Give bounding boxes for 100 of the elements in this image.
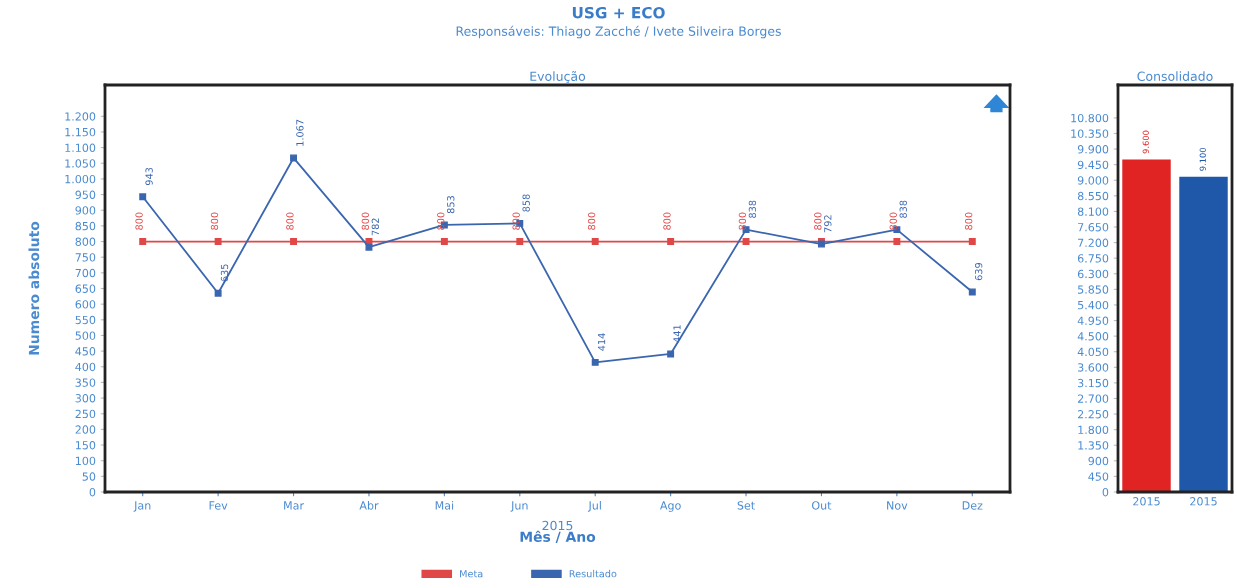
x-tick-label: Out (812, 501, 832, 510)
y-tick-label: 400 (75, 362, 96, 372)
y-tick-label: 1.200 (65, 112, 96, 121)
x-tick-label: 2015 (1133, 497, 1160, 506)
y-tick-label: 9.450 (1077, 160, 1109, 170)
y-tick-label: 700 (75, 268, 96, 278)
data-label: 1.067 (296, 119, 304, 146)
point (139, 238, 147, 246)
data-label: 800 (135, 212, 143, 230)
y-tick-label: 0 (1102, 487, 1109, 497)
y-tick-label: 800 (75, 237, 96, 246)
data-label: 800 (587, 212, 596, 230)
point (290, 238, 298, 246)
data-label: 792 (824, 215, 832, 233)
y-tick-label: 450 (75, 347, 96, 356)
data-label: 635 (220, 264, 229, 282)
text: Evolução (530, 71, 586, 84)
data-label: 800 (286, 212, 294, 230)
data-label: 943 (145, 167, 153, 186)
point (516, 238, 524, 246)
chart-title: USG + ECO (572, 6, 665, 19)
data-label: 800 (738, 212, 747, 230)
point (139, 193, 147, 201)
text: 2015 (542, 520, 573, 531)
data-label: 800 (512, 212, 520, 230)
data-label: 800 (437, 212, 445, 230)
y-tick-label: 9.900 (1077, 145, 1109, 154)
y-tick-label: 250 (75, 409, 96, 419)
y-tick-label: 150 (75, 441, 96, 450)
y-tick-label: 7.200 (1078, 238, 1109, 247)
x-tick-label: Jul (587, 501, 601, 512)
point (365, 243, 373, 251)
y-tick-label: 750 (75, 253, 96, 262)
x-tick-label: Mai (435, 501, 454, 510)
x-tick-label: Ago (659, 501, 681, 512)
data-label: 782 (371, 218, 379, 236)
y-tick-label: 9.000 (1077, 176, 1109, 185)
y-tick-label: 900 (75, 206, 96, 215)
y-tick-label: 500 (75, 331, 96, 340)
data-label: 639 (974, 262, 983, 281)
data-label: 838 (748, 200, 757, 218)
y-tick-label: 2.700 (1077, 394, 1109, 403)
data-label: 838 (899, 200, 907, 218)
y-tick-label: 350 (75, 378, 96, 387)
data-label: 9.600 (1142, 130, 1149, 154)
y-tick-label: 8.100 (1077, 207, 1109, 216)
point (214, 238, 222, 246)
y-tick-label: 1.000 (65, 174, 96, 184)
y-tick-label: 1.100 (65, 143, 96, 152)
x-tick-label: Nov (887, 501, 908, 510)
y-tick-label: 100 (75, 456, 96, 466)
y-tick-label: 450 (1088, 472, 1109, 481)
data-label: 800 (361, 212, 369, 230)
y-tick-label: 50 (82, 472, 96, 481)
y-tick-label: 1.150 (65, 127, 96, 137)
data-label: 9.100 (1199, 147, 1206, 171)
x-tick-label: Jan (133, 501, 151, 512)
y-tick-label: 0 (89, 487, 96, 497)
point (968, 288, 976, 296)
point (591, 358, 599, 366)
y-axis-title: Numero absoluto (28, 221, 40, 355)
y-tick-label: 900 (1088, 456, 1109, 466)
y-tick-label: 5.400 (1078, 300, 1109, 310)
x-tick-label: 2015 (1190, 497, 1217, 506)
data-label: 414 (598, 333, 606, 351)
point (893, 238, 901, 246)
y-tick-label: 3.150 (1078, 378, 1109, 388)
x-tick-label: Jun (510, 501, 528, 512)
y-tick-label: 10.800 (1071, 113, 1109, 123)
y-tick-label: 1.350 (1078, 441, 1109, 450)
y-tick-label: 10.350 (1071, 129, 1109, 138)
legend-label: Meta (460, 570, 483, 578)
y-tick-label: 4.050 (1077, 347, 1109, 357)
point (968, 238, 976, 246)
y-tick-label: 2.250 (1077, 410, 1109, 419)
y-tick-label: 3.600 (1078, 363, 1109, 372)
point (591, 238, 599, 246)
data-label: 800 (663, 212, 671, 230)
y-tick-label: 1.050 (65, 159, 96, 168)
y-tick-label: 550 (75, 315, 96, 325)
data-label: 858 (522, 194, 530, 212)
y-tick-label: 5.850 (1078, 285, 1109, 294)
point (667, 350, 675, 358)
y-tick-label: 300 (75, 394, 96, 403)
point (440, 238, 448, 246)
y-tick-label: 600 (75, 300, 96, 309)
point (214, 289, 222, 297)
x-tick-label: Set (737, 501, 755, 510)
y-tick-label: 1.800 (1078, 425, 1109, 435)
y-tick-label: 7.650 (1078, 222, 1109, 232)
legend-label: Resultado (569, 569, 617, 578)
y-tick-label: 850 (75, 221, 96, 231)
data-label: 800 (814, 212, 822, 230)
data-label: 800 (210, 212, 219, 230)
y-tick-label: 4.500 (1077, 332, 1109, 341)
x-tick-label: Abr (359, 501, 379, 510)
x-tick-label: Mar (284, 501, 305, 510)
chart-title: Consolidado (1137, 71, 1213, 82)
y-tick-label: 4.950 (1077, 316, 1109, 325)
x-tick-label: Fev (209, 501, 228, 510)
